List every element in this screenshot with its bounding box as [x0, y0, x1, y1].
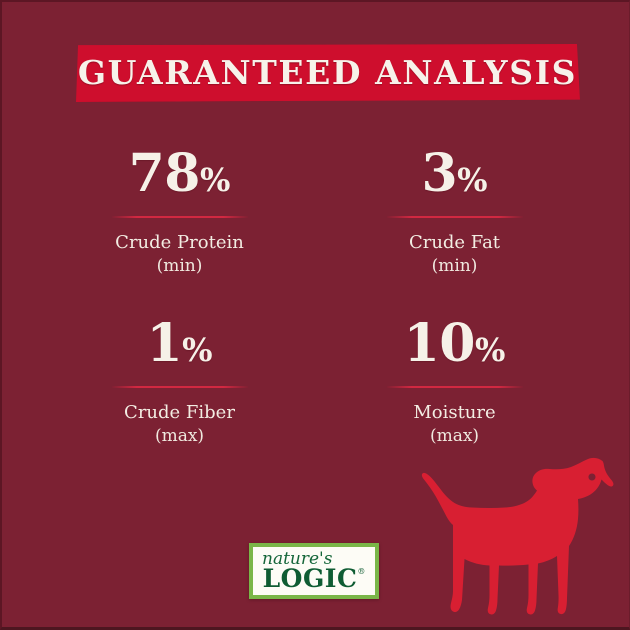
- stat-number: 10: [403, 313, 476, 374]
- guaranteed-analysis-banner: GUARANTEED ANALYSIS: [76, 44, 580, 102]
- stat-value-crude-fat: 3%: [421, 148, 487, 200]
- percent-symbol: %: [182, 331, 213, 369]
- stat-divider: [386, 386, 523, 388]
- stat-crude-fat: 3% Crude Fat (min): [317, 142, 592, 312]
- brand-logo: nature's LOGIC ®: [249, 543, 379, 599]
- registered-trademark-icon: ®: [357, 567, 366, 576]
- stat-divider: [111, 216, 248, 218]
- stat-number: 78: [128, 143, 201, 204]
- stat-divider: [386, 216, 523, 218]
- nutrition-stats-grid: 78% Crude Protein (min) 3% Crude Fat (mi…: [42, 142, 592, 482]
- stat-crude-protein: 78% Crude Protein (min): [42, 142, 317, 312]
- stat-qualifier-crude-fat: (min): [431, 256, 478, 277]
- stat-label-crude-fiber: Crude Fiber: [124, 402, 235, 423]
- stat-qualifier-moisture: (max): [429, 426, 480, 447]
- stat-crude-fiber: 1% Crude Fiber (max): [42, 312, 317, 482]
- percent-symbol: %: [199, 161, 231, 199]
- stat-label-crude-protein: Crude Protein: [115, 232, 244, 253]
- percent-symbol: %: [474, 331, 506, 369]
- stat-divider: [111, 386, 248, 388]
- stat-value-crude-fiber: 1%: [146, 318, 212, 370]
- logo-wordmark-row: LOGIC ®: [263, 566, 366, 591]
- stat-qualifier-crude-fiber: (max): [154, 426, 205, 447]
- page-title: GUARANTEED ANALYSIS: [77, 52, 578, 92]
- stat-number: 1: [146, 313, 183, 374]
- stat-value-crude-protein: 78%: [129, 148, 231, 200]
- stat-moisture: 10% Moisture (max): [317, 312, 592, 482]
- stat-label-crude-fat: Crude Fat: [408, 232, 501, 253]
- stat-qualifier-crude-protein: (min): [156, 256, 203, 277]
- stat-number: 3: [421, 143, 458, 204]
- percent-symbol: %: [457, 161, 488, 199]
- stat-value-moisture: 10%: [404, 318, 506, 370]
- logo-script-text: nature's: [262, 549, 333, 569]
- stat-label-moisture: Moisture: [413, 402, 496, 423]
- logo-wordmark-text: LOGIC: [262, 564, 358, 593]
